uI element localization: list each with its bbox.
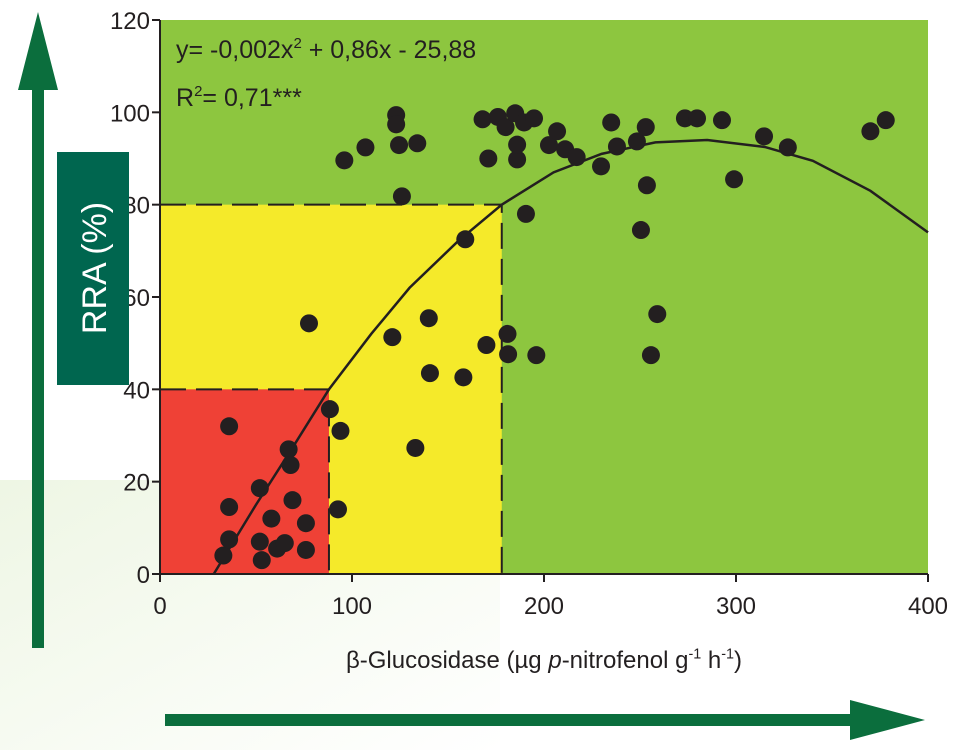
point — [525, 109, 544, 128]
point — [473, 110, 492, 129]
point — [648, 305, 667, 324]
text-part: h — [701, 647, 721, 674]
text-part: 2 — [194, 83, 202, 100]
point — [636, 118, 655, 137]
text-part: = 0,71*** — [202, 84, 302, 112]
point — [328, 500, 347, 519]
point — [688, 109, 707, 128]
point — [383, 328, 402, 347]
y-label-box — [57, 152, 129, 385]
x-tick-label: 300 — [716, 593, 756, 620]
point — [387, 115, 406, 134]
x-tick-label: 0 — [153, 593, 166, 620]
r-squared: R2= 0,71*** — [176, 83, 302, 112]
point — [250, 479, 269, 498]
point — [778, 138, 797, 157]
point — [725, 170, 744, 189]
y-tick-label: 20 — [123, 470, 150, 497]
point — [406, 438, 425, 457]
point — [356, 138, 375, 157]
y-tick-label: 120 — [110, 8, 150, 35]
point — [539, 136, 558, 155]
y-label: RRA (%) — [76, 202, 114, 334]
point — [283, 491, 302, 510]
point — [602, 113, 621, 132]
point — [454, 368, 473, 387]
point — [592, 157, 611, 176]
point — [419, 309, 438, 328]
point — [296, 514, 315, 533]
point — [498, 324, 517, 343]
point — [408, 134, 427, 153]
text-part: 2 — [293, 35, 301, 52]
point — [607, 137, 626, 156]
x-tick-label: 100 — [332, 593, 372, 620]
text-part: ) — [734, 647, 742, 674]
point — [296, 540, 315, 559]
point — [281, 456, 300, 475]
y-tick-label: 0 — [137, 562, 150, 589]
point — [527, 346, 546, 365]
x-tick-label: 400 — [908, 593, 948, 620]
point — [641, 346, 660, 365]
equation: y= -0,002x2 + 0,86x - 25,88 — [176, 35, 476, 64]
point — [876, 111, 895, 130]
point — [496, 118, 515, 137]
text-part: R — [176, 84, 194, 112]
point — [331, 421, 350, 440]
point — [275, 534, 294, 553]
text-part: β-Glucosidase (µg — [346, 647, 548, 674]
point — [299, 314, 318, 333]
text-part: + 0,86x - 25,88 — [302, 36, 476, 64]
point — [262, 509, 281, 528]
point — [390, 136, 409, 155]
x-label: β-Glucosidase (µg p-nitrofenol g-1 h-1) — [346, 646, 742, 674]
point — [479, 149, 498, 168]
point — [548, 122, 567, 141]
text-part: p — [547, 647, 561, 674]
up-arrow — [18, 12, 58, 648]
text-part: -nitrofenol g — [562, 647, 689, 674]
point — [220, 417, 239, 436]
point — [456, 230, 475, 249]
point — [627, 132, 646, 151]
point — [861, 122, 880, 141]
point — [420, 364, 439, 383]
point — [279, 440, 298, 459]
text-part: -1 — [721, 646, 734, 662]
point — [220, 498, 239, 517]
point — [631, 221, 650, 240]
text-part: -1 — [688, 646, 701, 662]
point — [320, 400, 339, 419]
point — [477, 336, 496, 355]
point — [252, 551, 271, 570]
point — [250, 532, 269, 551]
point — [508, 150, 527, 169]
point — [335, 151, 354, 170]
point — [508, 135, 527, 154]
point — [637, 176, 656, 195]
point — [712, 111, 731, 130]
point — [392, 187, 411, 206]
y-tick-label: 100 — [110, 100, 150, 127]
point — [214, 546, 233, 565]
point — [567, 148, 586, 167]
text-part: y= -0,002x — [176, 36, 294, 64]
point — [755, 127, 774, 146]
right-arrow — [165, 700, 925, 740]
point — [220, 530, 239, 549]
x-tick-label: 200 — [524, 593, 564, 620]
point — [499, 345, 518, 364]
point — [516, 204, 535, 223]
